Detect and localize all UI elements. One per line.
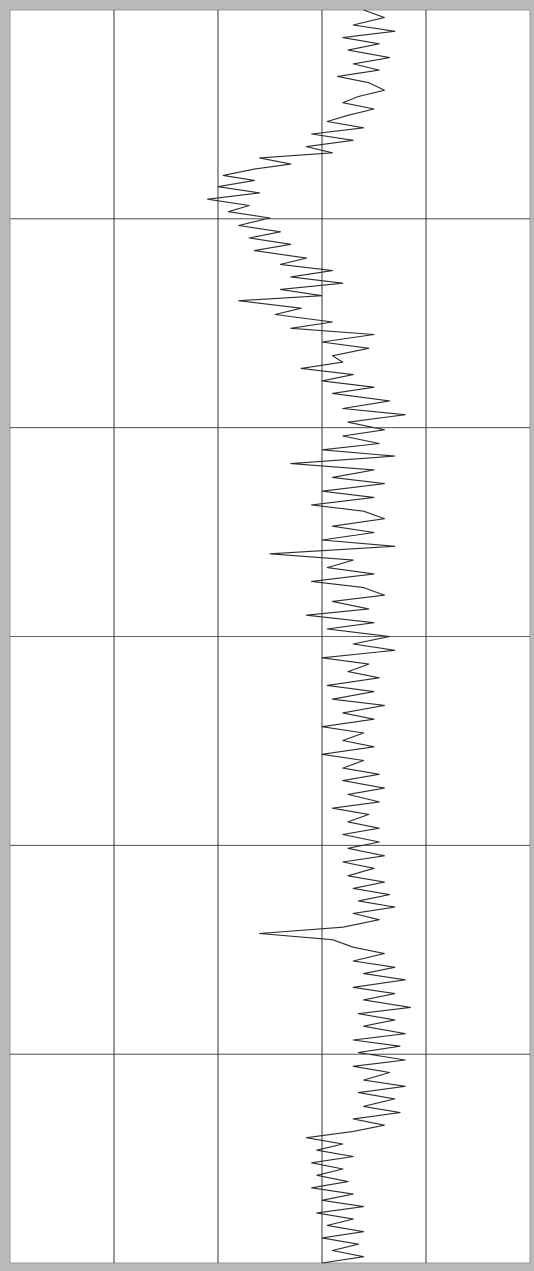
series-line <box>207 9 411 1264</box>
grid <box>10 10 530 1263</box>
